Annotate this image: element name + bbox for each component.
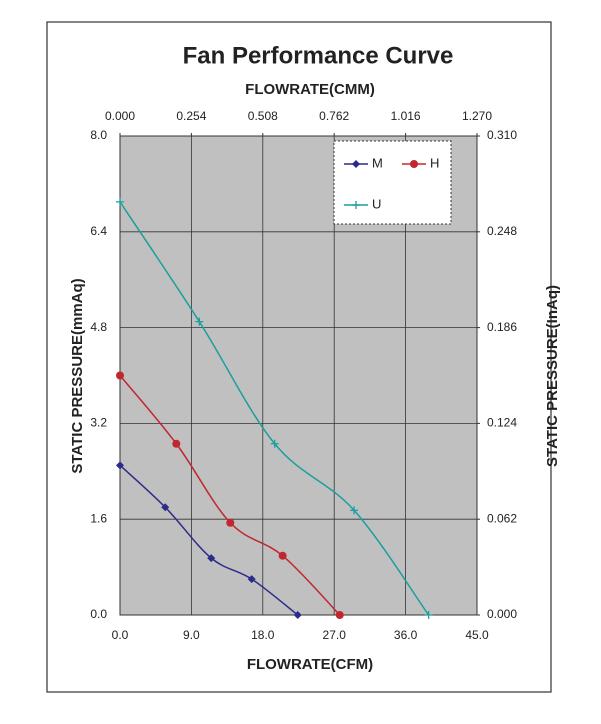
marker [116,197,124,206]
marker [116,461,124,470]
y2-tick-label: 0.310 [487,128,517,142]
marker [207,554,216,563]
y2-tick-label: 0.062 [487,511,517,525]
x2-axis-title: FLOWRATE(CMM) [245,81,375,98]
marker [226,518,235,527]
marker [335,611,344,619]
marker [247,575,256,584]
chart-title: Fan Performance Curve [183,42,454,69]
legend-marker [352,201,360,209]
legend-label: U [372,196,381,211]
y2-tick-label: 0.124 [487,416,517,430]
y-tick-label: 3.2 [90,416,107,430]
y2-tick-label: 0.000 [487,607,517,621]
x-tick-label: 27.0 [323,628,347,642]
marker [293,611,302,619]
x2-tick-label: 0.762 [319,109,349,123]
x-tick-label: 0.0 [112,628,129,642]
legend-marker [410,160,418,168]
legend-box [333,140,452,225]
y-tick-label: 4.8 [90,320,107,334]
marker [161,503,170,512]
legend-label: H [430,155,439,170]
x-tick-label: 18.0 [251,628,275,642]
y2-tick-label: 0.248 [487,224,517,238]
x2-tick-label: 0.254 [176,109,206,123]
marker [278,551,287,560]
marker [350,506,359,515]
y-tick-label: 8.0 [90,128,107,142]
y2-axis-title: STATIC PRESSURE(InAq) [544,285,561,467]
legend-label: M [372,155,383,170]
marker [424,611,433,619]
y-axis-title: STATIC PRESSURE(mmAq) [69,278,86,473]
x2-tick-label: 0.000 [105,109,135,123]
x2-tick-label: 1.270 [462,109,492,123]
x-tick-label: 9.0 [183,628,200,642]
x2-tick-label: 1.016 [391,109,421,123]
marker [270,439,279,448]
x-tick-label: 45.0 [465,628,489,642]
y-tick-label: 6.4 [90,224,107,238]
legend-marker [352,160,360,168]
x-tick-label: 36.0 [394,628,418,642]
marker [116,371,124,380]
y-tick-label: 0.0 [90,607,107,621]
y-tick-label: 1.6 [90,511,107,525]
x2-tick-label: 0.508 [248,109,278,123]
marker [195,317,204,326]
marker [172,439,181,448]
x-axis-title: FLOWRATE(CFM) [247,656,373,673]
y2-tick-label: 0.186 [487,320,517,334]
